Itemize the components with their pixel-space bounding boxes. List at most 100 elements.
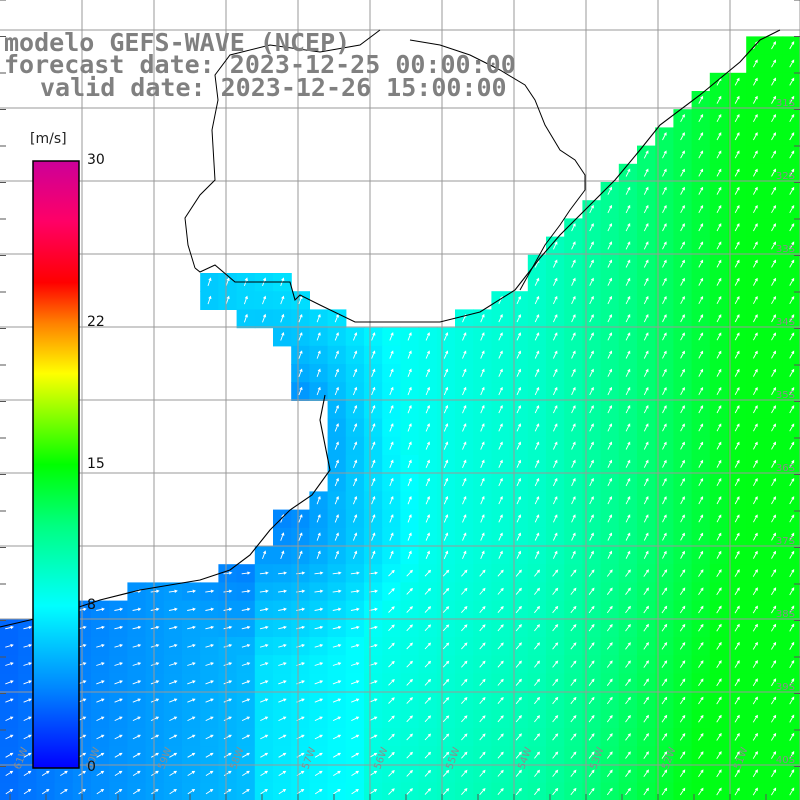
wind-arrow bbox=[679, 787, 686, 796]
wind-arrow bbox=[771, 259, 776, 268]
wind-arrow bbox=[771, 459, 776, 468]
wind-arrow bbox=[223, 716, 232, 722]
wind-arrow bbox=[498, 496, 503, 505]
wind-arrow bbox=[443, 477, 449, 487]
wind-arrow bbox=[752, 714, 758, 723]
wind-arrow bbox=[734, 714, 740, 723]
wind-arrow bbox=[734, 496, 740, 505]
wind-arrow bbox=[424, 769, 432, 777]
wind-arrow bbox=[716, 514, 722, 523]
wind-arrow bbox=[369, 698, 378, 703]
wind-arrow bbox=[625, 769, 631, 777]
wind-arrow bbox=[661, 714, 668, 723]
wind-arrow bbox=[716, 113, 722, 123]
wind-arrow bbox=[498, 532, 503, 541]
wind-arrow bbox=[588, 787, 595, 796]
country-border bbox=[409, 39, 586, 291]
wind-arrow bbox=[607, 314, 613, 323]
wind-arrow bbox=[334, 459, 339, 468]
wind-arrow bbox=[334, 368, 339, 377]
colorbar-tick-label: 30 bbox=[87, 152, 105, 168]
wind-arrow bbox=[352, 441, 358, 450]
wind-arrow bbox=[259, 589, 269, 593]
wind-arrow bbox=[734, 441, 740, 450]
wind-arrow bbox=[168, 643, 178, 648]
wind-arrow bbox=[625, 459, 631, 468]
wind-arrow bbox=[334, 386, 339, 396]
wind-arrow bbox=[23, 770, 32, 776]
wind-arrow bbox=[789, 241, 795, 250]
wind-arrow bbox=[424, 751, 432, 759]
wind-arrow bbox=[406, 606, 413, 613]
wind-arrow bbox=[643, 168, 649, 177]
wind-arrow bbox=[223, 571, 233, 575]
wind-arrow bbox=[298, 532, 303, 541]
wind-arrow bbox=[662, 423, 667, 432]
wind-arrow bbox=[334, 404, 339, 414]
wind-arrow bbox=[497, 624, 504, 632]
wind-arrow bbox=[114, 752, 123, 758]
wind-arrow bbox=[643, 733, 649, 741]
wind-arrow bbox=[662, 204, 667, 214]
wind-arrow bbox=[461, 569, 468, 577]
wind-arrow bbox=[661, 605, 668, 614]
wind-arrow bbox=[552, 624, 559, 632]
wind-arrow bbox=[552, 715, 559, 723]
wind-arrow bbox=[351, 698, 360, 703]
wind-arrow bbox=[352, 459, 358, 468]
wind-arrow bbox=[643, 386, 649, 396]
wind-arrow bbox=[589, 405, 594, 414]
wind-arrow bbox=[570, 678, 577, 686]
wind-arrow bbox=[698, 477, 704, 487]
wind-arrow bbox=[461, 660, 468, 668]
wind-arrow bbox=[352, 386, 358, 396]
wind-arrow bbox=[734, 550, 740, 559]
wind-arrow bbox=[223, 770, 232, 776]
wind-arrow bbox=[278, 716, 287, 722]
wind-arrow bbox=[698, 642, 704, 650]
wind-arrow bbox=[407, 532, 412, 541]
wind-arrow bbox=[771, 787, 777, 796]
wind-arrow bbox=[425, 404, 430, 414]
wind-arrow bbox=[407, 332, 412, 341]
wind-arrow bbox=[223, 734, 232, 740]
wind-arrow bbox=[734, 405, 740, 414]
wind-arrow bbox=[332, 662, 342, 666]
wind-arrow bbox=[425, 477, 430, 487]
wind-arrow bbox=[187, 788, 196, 795]
wind-arrow bbox=[424, 642, 432, 650]
latitude-label: 36S bbox=[776, 463, 795, 474]
wind-arrow bbox=[734, 332, 740, 341]
wind-arrow bbox=[205, 734, 214, 740]
wind-arrow bbox=[589, 259, 594, 268]
wind-arrow bbox=[752, 787, 758, 796]
wind-arrow bbox=[662, 386, 667, 396]
map-title-valid-date: valid date: 2023-12-26 15:00:00 bbox=[40, 73, 507, 102]
wind-arrow bbox=[643, 204, 649, 214]
wind-arrow bbox=[698, 459, 704, 468]
wind-arrow bbox=[571, 350, 576, 359]
wind-arrow bbox=[716, 660, 722, 668]
wind-arrow bbox=[734, 678, 740, 687]
wind-arrow bbox=[534, 350, 540, 359]
wind-arrow bbox=[698, 532, 704, 541]
wind-arrow bbox=[698, 514, 704, 523]
wind-arrow bbox=[151, 788, 159, 795]
wind-arrow bbox=[661, 642, 668, 650]
wind-arrow bbox=[262, 295, 267, 305]
wind-arrow bbox=[314, 662, 324, 666]
wind-arrow bbox=[680, 350, 685, 359]
wind-arrow bbox=[461, 751, 468, 759]
wind-arrow bbox=[570, 569, 577, 577]
wind-arrow bbox=[643, 350, 649, 359]
wind-arrow bbox=[771, 441, 776, 450]
wind-arrow bbox=[443, 459, 449, 468]
wind-arrow bbox=[425, 368, 430, 377]
wind-arrow bbox=[497, 587, 504, 595]
wind-arrow bbox=[588, 605, 595, 614]
wind-arrow bbox=[461, 678, 468, 686]
wind-arrow bbox=[680, 113, 685, 123]
wind-arrow bbox=[5, 625, 14, 630]
wind-arrow bbox=[462, 441, 467, 450]
wind-arrow bbox=[752, 769, 758, 778]
